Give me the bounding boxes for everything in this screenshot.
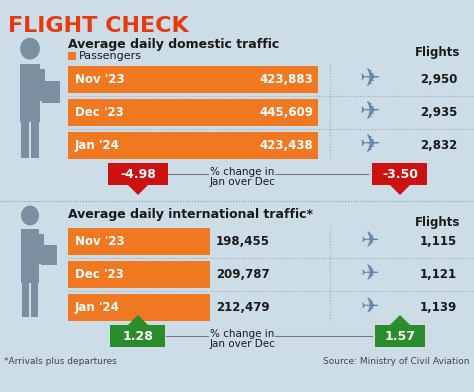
Text: 445,609: 445,609 [259,106,313,119]
Bar [68,132,318,159]
Bar [41,245,57,265]
Bar [68,294,210,321]
Text: ✈: ✈ [359,67,381,91]
Text: *Arrivals plus departures: *Arrivals plus departures [4,357,117,366]
Bar [20,64,40,122]
Text: Dec '23: Dec '23 [75,106,124,119]
Bar [68,99,318,126]
Text: 2,832: 2,832 [420,139,457,152]
Text: Passengers: Passengers [79,51,142,61]
Text: 1.28: 1.28 [123,330,154,343]
Bar [22,283,29,317]
Text: Jan '24: Jan '24 [75,139,120,152]
Text: 2,935: 2,935 [420,106,457,119]
FancyBboxPatch shape [373,163,428,185]
Text: ✈: ✈ [361,298,379,318]
Bar [68,261,210,288]
Ellipse shape [21,205,39,225]
Text: ✈: ✈ [361,265,379,285]
Bar [21,122,29,158]
Text: 423,883: 423,883 [259,73,313,86]
Text: 1.57: 1.57 [384,330,416,343]
FancyBboxPatch shape [110,325,165,347]
Bar [39,234,44,264]
Text: Jan over Dec: Jan over Dec [210,177,276,187]
Text: Nov '23: Nov '23 [75,235,125,248]
Text: ✈: ✈ [361,232,379,252]
Text: Dec '23: Dec '23 [75,268,124,281]
Text: Flights: Flights [415,46,460,59]
FancyBboxPatch shape [375,325,425,347]
Text: 1,121: 1,121 [420,268,457,281]
Text: 1,115: 1,115 [420,235,457,248]
Ellipse shape [20,38,40,60]
Text: % change in: % change in [210,329,274,339]
Text: Nov '23: Nov '23 [75,73,125,86]
Bar [31,122,39,158]
Bar [68,228,210,255]
Text: % change in: % change in [210,167,274,177]
Text: 2,950: 2,950 [420,73,457,86]
Bar [68,66,318,93]
Text: Jan '24: Jan '24 [75,301,120,314]
Text: 198,455: 198,455 [216,235,270,248]
Bar [68,52,76,60]
Text: -4.98: -4.98 [120,167,156,180]
Text: 423,438: 423,438 [259,139,313,152]
Text: 209,787: 209,787 [216,268,270,281]
Text: 212,479: 212,479 [216,301,270,314]
Bar [40,69,46,101]
Text: ✈: ✈ [359,134,381,158]
Polygon shape [128,185,148,195]
Text: Jan over Dec: Jan over Dec [210,339,276,349]
Text: Average daily international traffic*: Average daily international traffic* [68,208,313,221]
Text: Flights: Flights [415,216,460,229]
Polygon shape [128,315,148,325]
Text: Source: Ministry of Civil Aviation: Source: Ministry of Civil Aviation [323,357,470,366]
Bar [42,81,60,103]
Bar [21,229,39,283]
Text: -3.50: -3.50 [382,167,418,180]
Bar [31,283,38,317]
Polygon shape [390,315,410,325]
FancyBboxPatch shape [108,163,168,185]
Text: 1,139: 1,139 [420,301,457,314]
Text: ✈: ✈ [359,100,381,125]
Polygon shape [390,185,410,195]
Text: Average daily domestic traffic: Average daily domestic traffic [68,38,279,51]
Text: FLIGHT CHECK: FLIGHT CHECK [8,16,189,36]
